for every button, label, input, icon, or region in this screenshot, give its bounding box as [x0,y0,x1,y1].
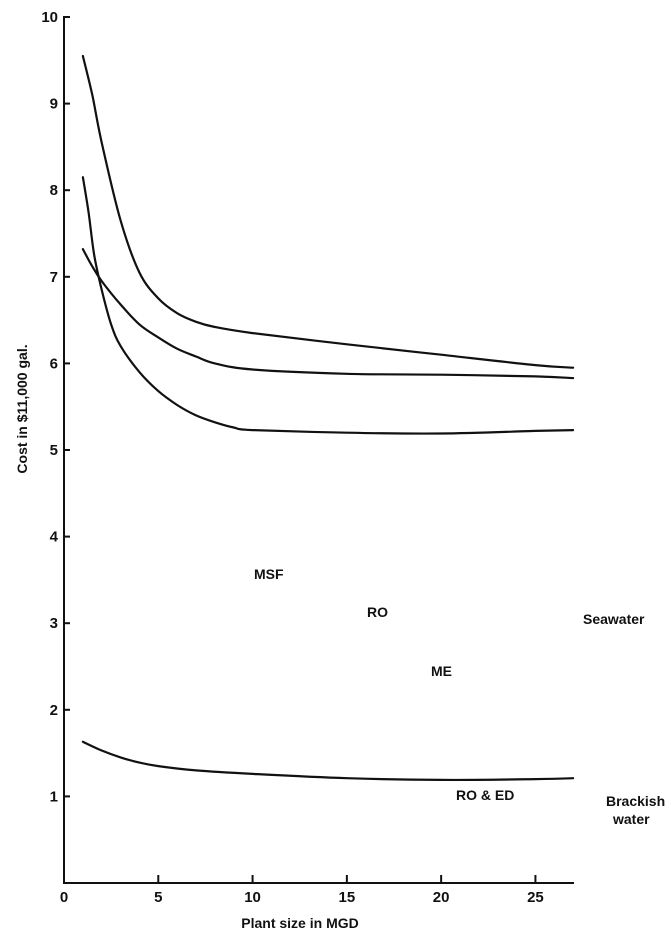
y-tick-label-1: 1 [50,788,58,805]
x-tick-label-5: 5 [154,889,162,906]
y-tick-label-3: 3 [50,615,58,632]
x-ticks: 0 5 10 15 20 25 [60,875,544,906]
axes [63,17,574,884]
y-tick-label-8: 8 [50,182,58,199]
x-tick-label-25: 25 [527,889,544,906]
me-label: ME [431,663,452,679]
brackish-label-line1: Brackish [606,793,665,809]
y-axis-title: Cost in $11,000 gal. [14,344,30,473]
seawater-label: Seawater [583,611,645,627]
y-ticks: 1 2 3 4 5 6 7 8 9 10 [41,9,70,805]
series-line-ro [81,248,575,380]
x-axis-title: Plant size in MGD [241,915,358,931]
y-tick-label-9: 9 [50,96,58,113]
series-line-msf [81,54,575,369]
msf-label: MSF [254,566,284,582]
y-tick-label-4: 4 [50,529,59,546]
series-line-me [81,176,575,435]
series-lines [81,54,575,782]
x-tick-label-10: 10 [244,889,261,906]
y-tick-label-2: 2 [50,702,58,719]
brackish-label-line2: water [612,811,650,827]
x-tick-label-20: 20 [433,889,450,906]
series-line-ro-ed [81,740,575,782]
ro-ed-label: RO & ED [456,787,514,803]
x-tick-label-15: 15 [339,889,356,906]
y-tick-label-5: 5 [50,442,58,459]
y-tick-label-10: 10 [41,9,58,26]
x-tick-label-0: 0 [60,889,68,906]
y-tick-label-6: 6 [50,355,58,372]
y-tick-label-7: 7 [50,269,58,286]
ro-label: RO [367,604,388,620]
